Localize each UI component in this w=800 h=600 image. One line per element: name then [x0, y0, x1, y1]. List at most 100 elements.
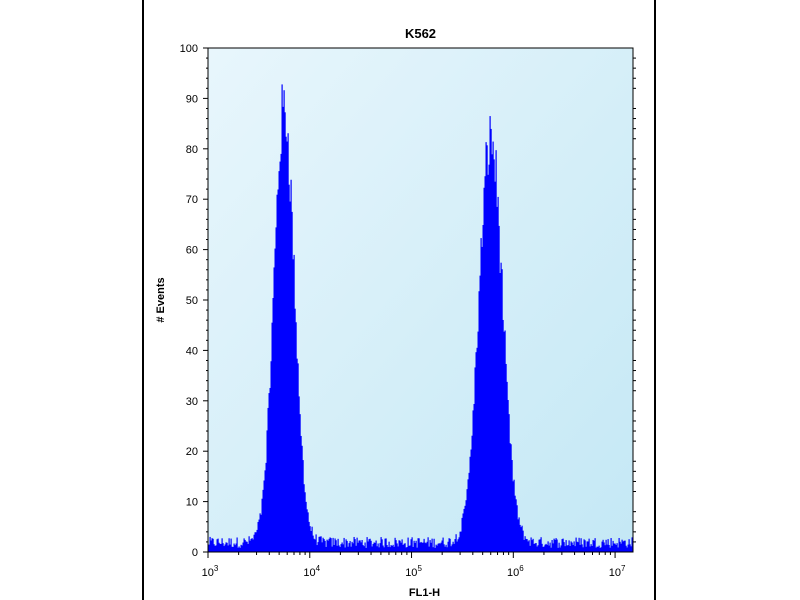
histogram-bar [231, 546, 233, 552]
histogram-bar [246, 541, 248, 552]
histogram-bar [485, 142, 487, 553]
histogram-bar [495, 150, 497, 552]
histogram-bar [228, 538, 230, 552]
histogram-bar [305, 501, 307, 552]
histogram-bar [510, 444, 512, 552]
histogram-bar [312, 535, 314, 552]
y-tick-label: 70 [186, 194, 198, 206]
histogram-bar [244, 539, 246, 552]
histogram-bar [518, 517, 520, 552]
histogram-bar [332, 537, 334, 552]
histogram-bar [368, 539, 370, 552]
histogram-bar [376, 546, 378, 552]
histogram-bar [567, 545, 569, 552]
histogram-bar [297, 363, 299, 552]
histogram-bar [248, 536, 250, 552]
histogram-bar [508, 414, 510, 552]
histogram-bar [337, 538, 339, 552]
histogram-bar [324, 540, 326, 552]
histogram-bar [359, 540, 361, 552]
histogram-bar [505, 363, 507, 552]
histogram-bar [424, 542, 426, 552]
histogram-bar [209, 536, 211, 552]
histogram-bar [468, 472, 470, 552]
histogram-bar [624, 540, 626, 552]
histogram-bar [265, 462, 267, 552]
histogram-bar [587, 541, 589, 552]
y-tick-label: 10 [186, 497, 198, 509]
histogram-bar [543, 546, 545, 552]
histogram-bar [509, 443, 511, 552]
histogram-bar [551, 540, 553, 552]
histogram-bar [322, 537, 324, 552]
histogram-bar [333, 544, 335, 552]
histogram-bar [549, 542, 551, 552]
histogram-bar [483, 187, 485, 552]
histogram-bar [261, 498, 263, 552]
histogram-bar [557, 547, 559, 552]
chart-frame [142, 0, 656, 600]
histogram-bar [451, 544, 453, 552]
histogram-bar [452, 541, 454, 552]
histogram-bar [435, 544, 437, 552]
histogram-bar [272, 297, 274, 552]
histogram-bar [569, 546, 571, 552]
histogram-bar [224, 544, 226, 552]
histogram-bar [574, 546, 576, 552]
histogram-bar [371, 546, 373, 552]
histogram-bar [427, 537, 429, 552]
histogram-bar [327, 540, 329, 552]
histogram-bar [330, 538, 332, 552]
histogram-series [208, 84, 633, 553]
chart-title: K562 [405, 26, 436, 41]
histogram-bar [565, 540, 567, 552]
histogram-bar [217, 538, 219, 552]
histogram-bar [497, 196, 499, 552]
histogram-bar [531, 540, 533, 552]
histogram-bar [354, 539, 356, 552]
histogram-bar [366, 537, 368, 552]
histogram-bar [255, 532, 257, 552]
histogram-bar [472, 410, 474, 552]
histogram-bar [563, 542, 565, 552]
histogram-bar [500, 262, 502, 552]
histogram-bar [600, 547, 602, 552]
histogram-bar [480, 238, 482, 552]
histogram-bar [582, 547, 584, 552]
y-tick-label: 90 [186, 93, 198, 105]
histogram-bar [499, 273, 501, 552]
histogram-bar [611, 545, 613, 552]
histogram-bar [281, 84, 283, 552]
histogram-bar [573, 541, 575, 552]
histogram-bar [558, 542, 560, 552]
histogram-bar [539, 539, 541, 552]
histogram-bar [428, 546, 430, 552]
histogram-bar [240, 544, 242, 552]
histogram-bar [501, 269, 503, 552]
y-tick-label: 0 [192, 547, 198, 559]
histogram-bar [387, 547, 389, 552]
histogram-bar [628, 539, 630, 552]
histogram-bar [271, 322, 273, 552]
histogram-bar [264, 470, 266, 552]
histogram-bar [355, 545, 357, 552]
histogram-bar [348, 543, 350, 552]
histogram-bar [464, 505, 466, 552]
histogram-bar [219, 543, 221, 552]
histogram-bar [411, 537, 413, 552]
histogram-bar [561, 539, 563, 552]
histogram-bar [532, 538, 534, 552]
histogram-bar [307, 512, 309, 552]
histogram-bar [241, 545, 243, 552]
histogram-bar [386, 545, 388, 552]
histogram-bar [525, 538, 527, 552]
histogram-bar [362, 545, 364, 552]
histogram-bar [572, 544, 574, 552]
histogram-bar [626, 547, 628, 552]
histogram-bar [599, 547, 601, 552]
histogram-bar [253, 534, 255, 552]
histogram-bar [571, 542, 573, 552]
histogram-bar [519, 524, 521, 552]
histogram-bar [381, 539, 383, 552]
histogram-bar [251, 538, 253, 552]
